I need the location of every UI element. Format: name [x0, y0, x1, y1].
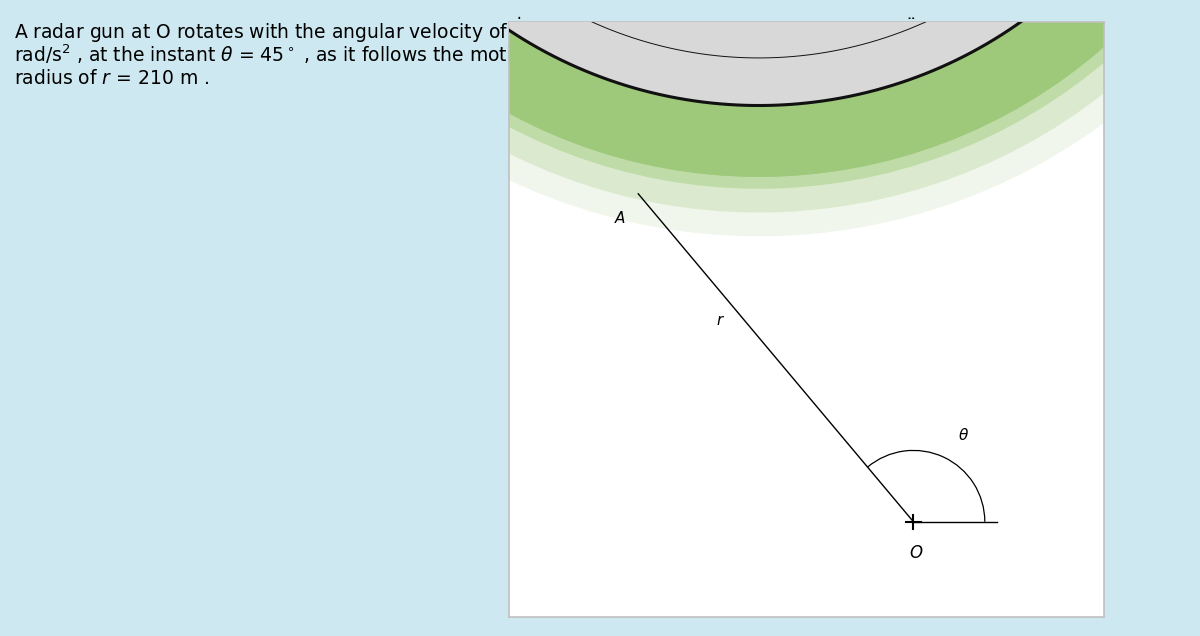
Text: $\theta$: $\theta$ — [958, 427, 968, 443]
Wedge shape — [232, 0, 1200, 189]
Wedge shape — [313, 0, 1200, 106]
Text: $r$: $r$ — [716, 312, 726, 328]
Wedge shape — [244, 0, 1200, 177]
Text: $O$: $O$ — [910, 544, 924, 562]
Wedge shape — [185, 0, 1200, 237]
Text: A radar gun at $\mathrm{O}$ rotates with the angular velocity of $\dot{\theta}$ : A radar gun at $\mathrm{O}$ rotates with… — [14, 16, 997, 45]
Text: rad/s$^2$ , at the instant $\theta$ = 45$^\circ$ , as it follows the motion of t: rad/s$^2$ , at the instant $\theta$ = 45… — [14, 43, 1027, 68]
Wedge shape — [209, 0, 1200, 212]
Text: radius of $r$ = 210 m .: radius of $r$ = 210 m . — [14, 69, 210, 88]
Text: $A$: $A$ — [614, 210, 626, 226]
Wedge shape — [244, 0, 1200, 177]
